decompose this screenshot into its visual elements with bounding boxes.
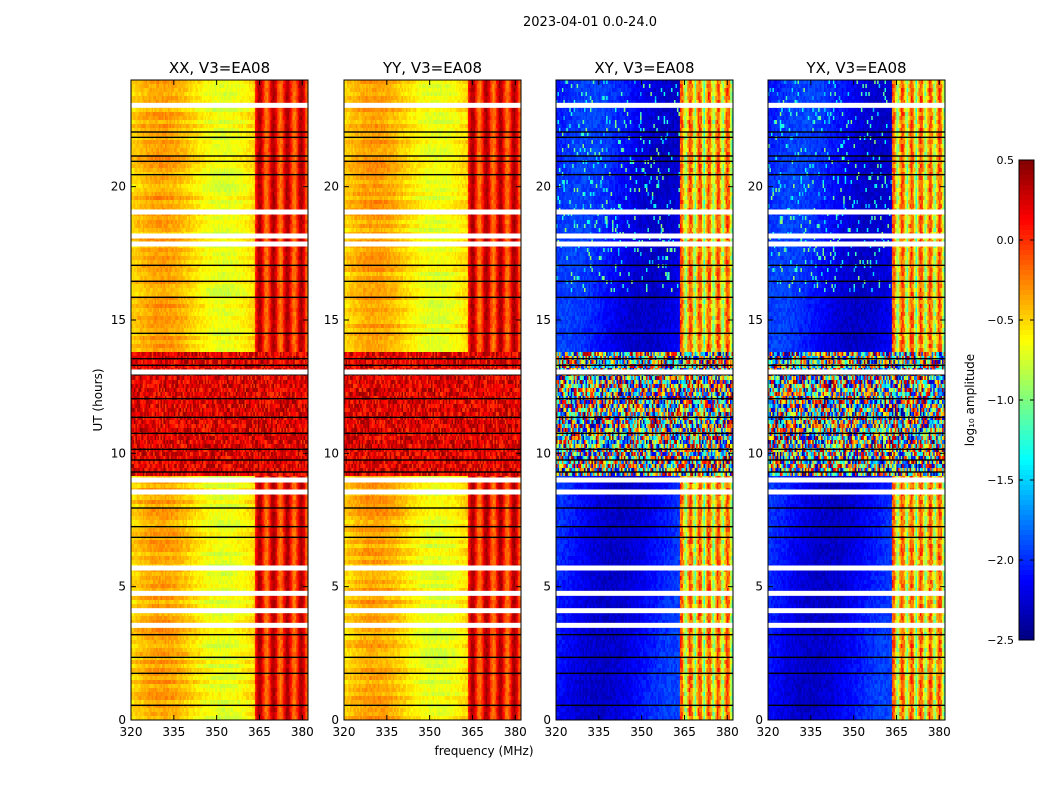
- figure-suptitle: 2023-04-01 0.0-24.0: [523, 15, 657, 30]
- x-axis-label: frequency (MHz): [434, 744, 533, 758]
- colorbar-label: log₁₀ amplitude: [963, 354, 977, 446]
- panel-heatmap: [131, 80, 308, 720]
- y-axis-label: UT (hours): [91, 368, 105, 431]
